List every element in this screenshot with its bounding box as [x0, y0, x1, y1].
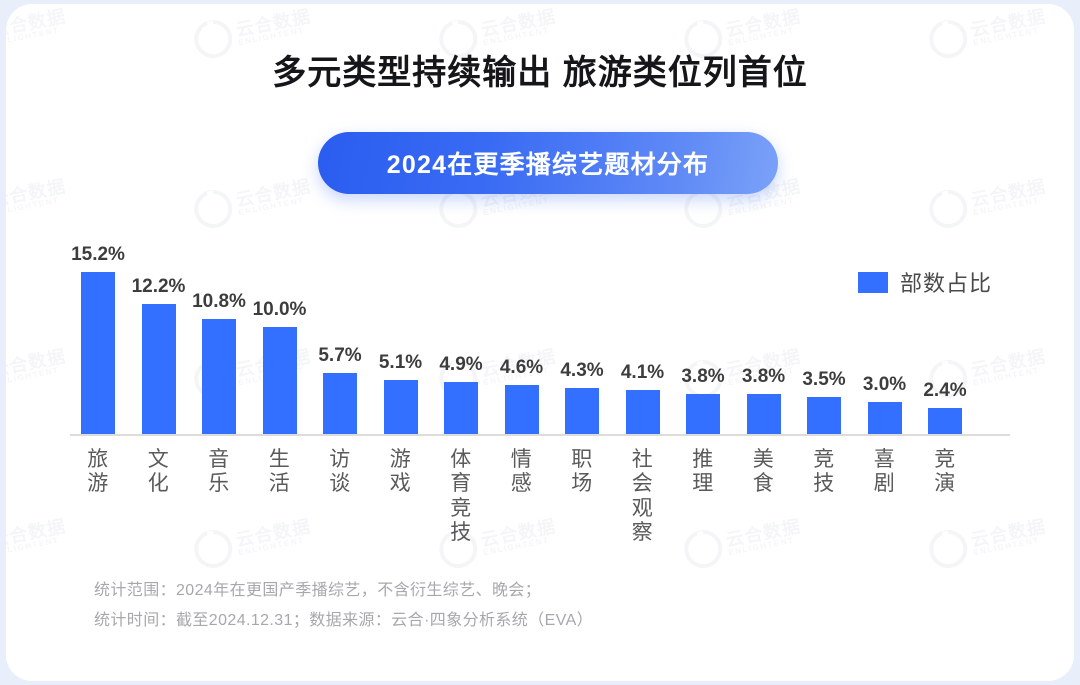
bar-chart-plot: 15.2% 旅游 12.2% 文化 10.8% 音乐 10.0% 生活 5.7% 访谈 5.1% 游戏…: [6, 4, 1074, 681]
chart-subtitle-pill: 2024在更季播综艺题材分布: [318, 132, 778, 194]
category-label: 文化: [147, 448, 170, 496]
bar-column[interactable]: 3.8%: [742, 366, 785, 434]
bar-value-label: 15.2%: [71, 243, 125, 265]
bar-column[interactable]: 4.1%: [621, 362, 664, 434]
footnote-source: 统计时间：截至2024.12.31；数据来源：云合·四象分析系统（EVA）: [94, 611, 594, 629]
category-label: 推理: [692, 448, 714, 496]
bar-column[interactable]: 12.2%: [132, 276, 185, 434]
bar[interactable]: [686, 393, 720, 434]
category-label: 竞技: [813, 448, 835, 496]
bar-value-label: 4.1%: [620, 362, 665, 384]
bar[interactable]: [807, 396, 841, 434]
bar[interactable]: [383, 379, 418, 434]
category-label: 游戏: [389, 448, 412, 496]
category-label: 社会观察: [631, 448, 654, 545]
bar[interactable]: [746, 393, 781, 434]
bar[interactable]: [262, 327, 297, 434]
bar-column[interactable]: 5.7%: [318, 345, 362, 434]
category-label: 竞演: [934, 448, 956, 496]
bar-column[interactable]: 15.2%: [71, 244, 125, 434]
category-label: 喜剧: [873, 448, 896, 496]
bar-column[interactable]: 10.8%: [192, 291, 246, 434]
bar[interactable]: [625, 390, 660, 434]
footnote-scope: 统计范围：2024年在更国产季播综艺，不含衍生综艺、晚会；: [94, 582, 542, 599]
bar-column[interactable]: 2.4%: [923, 380, 967, 434]
bar-value-label: 4.3%: [560, 360, 604, 382]
bar[interactable]: [867, 402, 902, 434]
bar-value-label: 5.7%: [318, 345, 362, 367]
bar-column[interactable]: 3.5%: [802, 369, 846, 434]
bar-column[interactable]: 3.8%: [681, 366, 725, 434]
bar-value-label: 2.4%: [923, 380, 967, 402]
bar-column[interactable]: 5.1%: [379, 352, 422, 434]
bar-value-label: 10.0%: [252, 299, 307, 321]
chart-card: 云合数据 ENLIGHTENT 云合数据 ENLIGHTENT 云合数据 ENLIGHTE…: [6, 4, 1074, 681]
bar-value-label: 3.5%: [802, 368, 846, 390]
bar-column[interactable]: 4.9%: [439, 354, 483, 434]
bar-value-label: 3.8%: [741, 365, 786, 387]
bar-column[interactable]: 4.3%: [560, 360, 604, 434]
bar[interactable]: [565, 388, 599, 434]
bar-value-label: 3.8%: [681, 365, 725, 387]
chart-legend: 部数占比: [857, 266, 992, 298]
bar[interactable]: [323, 373, 357, 434]
bar-value-label: 5.1%: [378, 351, 423, 373]
bar[interactable]: [444, 381, 478, 434]
bar-column[interactable]: 10.0%: [253, 299, 306, 434]
category-label: 生活: [268, 448, 291, 496]
category-label: 访谈: [329, 448, 351, 496]
bar[interactable]: [141, 303, 176, 434]
x-axis-line: [70, 434, 1010, 436]
bar-column[interactable]: 3.0%: [863, 374, 906, 434]
bar-value-label: 10.8%: [192, 290, 246, 312]
bar-value-label: 4.9%: [439, 353, 483, 375]
bar[interactable]: [81, 271, 115, 434]
bar[interactable]: [202, 318, 236, 434]
bar-value-label: 12.2%: [131, 275, 186, 297]
footnotes: 统计范围：2024年在更国产季播综艺，不含衍生综艺、晚会； 统计时间：截至202…: [94, 576, 593, 635]
category-label: 职场: [571, 448, 593, 496]
bar[interactable]: [504, 384, 539, 434]
legend-swatch-icon: [857, 271, 888, 293]
chart-subtitle-text: 2024在更季播综艺题材分布: [386, 151, 710, 179]
bar-value-label: 4.6%: [499, 356, 544, 378]
bar-column[interactable]: 4.6%: [500, 357, 543, 434]
page-title: 多元类型持续输出 旅游类位列首位: [272, 54, 808, 92]
category-label: 音乐: [208, 448, 230, 496]
bar-value-label: 3.0%: [862, 374, 907, 396]
category-label: 美食: [752, 448, 775, 496]
category-label: 旅游: [87, 448, 109, 496]
category-label: 情感: [510, 448, 533, 496]
bar[interactable]: [928, 408, 962, 434]
category-label: 体育竞技: [450, 448, 472, 545]
legend-label: 部数占比: [899, 271, 992, 296]
